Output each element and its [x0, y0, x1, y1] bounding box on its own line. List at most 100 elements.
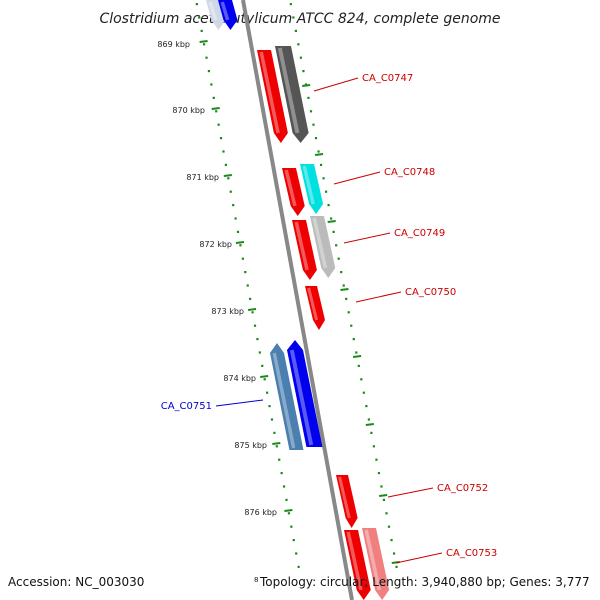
- tick-dot: [342, 284, 345, 287]
- tick-dot: [360, 378, 363, 381]
- backbone-line: [241, 0, 354, 600]
- tick-dot: [290, 525, 293, 528]
- major-tick-outer: [379, 494, 388, 497]
- gene-label-ca-c0751: CA_C0751: [161, 401, 212, 412]
- tick-dot: [309, 110, 313, 113]
- leader-line-ca-c0753: [395, 552, 443, 564]
- gene-ca-c0748-red-body: [282, 168, 305, 216]
- tick-dot: [244, 271, 247, 274]
- kbp-tick-marks: [195, 3, 400, 568]
- map-title: Clostridium acetobutylicum ATCC 824, com…: [99, 11, 500, 27]
- gene-label-ca-c0747: CA_C0747: [362, 73, 413, 84]
- gene-ca-c0751: [287, 340, 323, 447]
- gene-labels: CA_C0747 CA_C0748 CA_C0749 CA_C0750 CA_C0751…: [161, 73, 497, 564]
- gene-ca-c0747-red-body: [257, 50, 288, 143]
- tick-dot: [289, 3, 292, 6]
- major-tick-inner: [284, 509, 293, 512]
- leader-line-ca-c0747: [313, 77, 359, 92]
- tick-dot: [266, 391, 269, 394]
- tick-dot: [370, 431, 373, 434]
- tick-dot: [387, 525, 391, 528]
- gene-partial-top-right-highlight: [220, 1, 230, 21]
- gene-label-ca-c0748: CA_C0748: [384, 167, 435, 178]
- tick-dot: [382, 498, 386, 501]
- gene-ca-c0748-red: [282, 168, 305, 216]
- outer-tick-track: [289, 3, 398, 568]
- gene-features: [206, 0, 390, 600]
- tick-dot: [365, 405, 368, 408]
- tick-dot: [292, 16, 295, 19]
- gene-ca-c0750-highlight: [307, 287, 319, 321]
- tick-dot: [261, 364, 264, 367]
- tick-dot: [236, 230, 240, 233]
- gene-ca-c0747: [275, 46, 309, 143]
- major-tick-outer: [314, 153, 324, 156]
- gene-label-ca-c0753: CA_C0753: [446, 548, 497, 559]
- tick-dot: [375, 458, 378, 461]
- tick-dot: [297, 565, 300, 568]
- tick-dot: [219, 137, 223, 140]
- gene-ca-c0748-highlight: [302, 165, 315, 205]
- gene-ca-c0749-red: [292, 220, 317, 280]
- tick-dot: [195, 3, 198, 6]
- gene-ca-c0748: [300, 164, 324, 214]
- tick-dot: [390, 539, 393, 542]
- tick-dot: [202, 43, 206, 46]
- tick-dot: [335, 244, 338, 247]
- tick-dot: [241, 257, 244, 260]
- tick-dot: [377, 472, 381, 475]
- tick-dot: [246, 284, 249, 287]
- tick-dot: [275, 445, 278, 448]
- gene-ca-c0753-body: [362, 528, 390, 600]
- kbp-label-870: 870 kbp: [172, 106, 205, 115]
- gene-ca-c0749-red-highlight: [294, 221, 309, 271]
- tick-dot: [304, 83, 308, 86]
- inner-tick-track: [195, 3, 300, 568]
- tick-dot: [312, 123, 315, 126]
- kbp-label-871: 871 kbp: [186, 173, 219, 182]
- tick-dot: [330, 217, 333, 220]
- accession-text: Accession: NC_003030: [8, 575, 144, 589]
- major-tick-inner: [211, 107, 220, 110]
- gene-ca-c0751-light: [270, 343, 304, 450]
- gene-ca-c0749: [310, 216, 336, 278]
- gene-ca-c0750: [305, 286, 325, 330]
- tick-dot: [337, 257, 340, 260]
- tick-dot: [285, 498, 288, 501]
- tick-dot: [292, 539, 295, 542]
- gene-ca-c0748-body: [300, 164, 324, 214]
- gene-ca-c0753: [362, 528, 390, 600]
- gene-ca-c0751-body: [287, 340, 323, 447]
- major-tick-inner: [199, 40, 208, 43]
- leader-line-ca-c0751: [215, 399, 264, 407]
- tick-dot: [332, 230, 335, 233]
- tick-dot: [222, 150, 225, 153]
- tick-dot: [224, 163, 228, 166]
- major-tick-outer: [365, 423, 374, 426]
- tick-dot: [198, 16, 201, 19]
- tick-dot: [212, 96, 215, 99]
- tick-dot: [357, 364, 360, 367]
- kbp-label-869: 869 kbp: [157, 40, 190, 49]
- gene-ca-c0750-body: [305, 286, 325, 330]
- gene-ca-c0747-red-highlight: [259, 51, 280, 134]
- tick-dot: [319, 163, 323, 166]
- kbp-label-874: 874 kbp: [223, 374, 256, 383]
- gene-ca-c0751-light-body: [270, 343, 304, 450]
- major-tick-inner: [272, 442, 281, 445]
- tick-dot: [297, 43, 300, 46]
- gene-ca-c0752-body: [336, 475, 358, 528]
- tick-dot: [345, 297, 348, 300]
- tick-dot: [280, 472, 283, 475]
- tick-dot: [249, 297, 252, 300]
- major-tick-inner: [247, 308, 257, 311]
- tick-dot: [239, 244, 242, 247]
- major-tick-outer: [352, 355, 362, 358]
- gene-ca-c0751-light-highlight: [272, 352, 296, 449]
- gene-ca-c0753-red-body: [344, 530, 371, 600]
- gene-ca-c0753-highlight: [364, 529, 381, 591]
- tick-dot: [317, 150, 320, 153]
- gene-ca-c0749-highlight: [312, 217, 328, 269]
- major-tick-outer: [340, 288, 349, 291]
